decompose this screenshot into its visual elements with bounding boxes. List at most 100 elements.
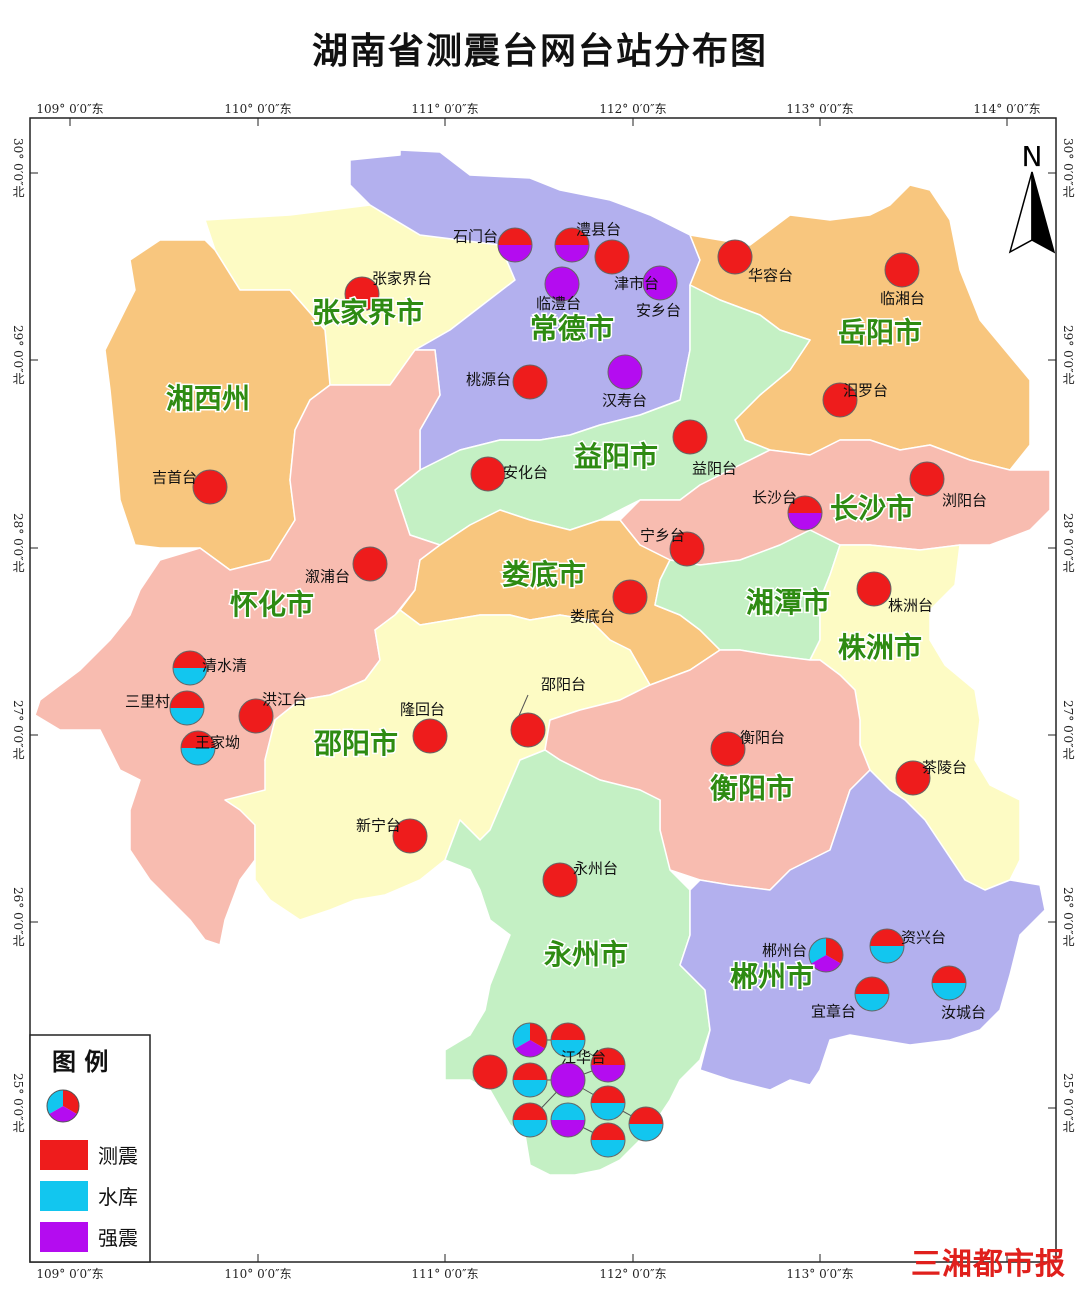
station-marker <box>669 531 705 567</box>
lat-label-29: 29° 0′0″北 <box>11 325 25 385</box>
station-marker <box>554 227 590 263</box>
station-label: 澧县台 <box>576 221 621 239</box>
lng-label-109: 109° 0′0″东 <box>36 102 104 116</box>
station-label: 宁乡台 <box>640 527 685 545</box>
north-arrow-icon: N <box>1008 140 1056 254</box>
region-label: 湘西州 <box>166 382 250 415</box>
lat-label-26-right: 26° 0′0″北 <box>1061 887 1075 947</box>
station-label: 汝城台 <box>941 1004 986 1022</box>
station-marker-cluster <box>550 1062 586 1098</box>
station-label: 宜章台 <box>811 1003 856 1021</box>
station-marker <box>392 818 428 854</box>
station-label: 安化台 <box>503 464 548 482</box>
region-label: 长沙市 <box>830 492 914 525</box>
station-marker <box>931 965 967 1001</box>
legend-swatch-strong-motion <box>40 1222 88 1252</box>
station-marker <box>612 579 648 615</box>
region-yongzhou <box>444 749 711 1176</box>
lat-label-27: 27° 0′0″北 <box>11 700 25 760</box>
lat-label-27-right: 27° 0′0″北 <box>1061 700 1075 760</box>
station-marker <box>497 227 533 263</box>
legend-label-seismic: 测震 <box>98 1144 138 1168</box>
region-label: 张家界市 <box>312 296 424 329</box>
region-label: 湘潭市 <box>746 586 830 619</box>
station-marker-cluster <box>472 1054 508 1090</box>
station-marker <box>672 419 708 455</box>
region-chenzhou <box>679 769 1046 1091</box>
lat-label-28-right: 28° 0′0″北 <box>1061 513 1075 573</box>
region-label: 郴州市 <box>730 960 814 993</box>
station-label: 吉首台 <box>152 469 197 487</box>
lng-label-109-bottom: 109° 0′0″东 <box>36 1267 104 1281</box>
station-label: 浏阳台 <box>942 492 987 510</box>
station-marker <box>869 928 905 964</box>
legend-swatch-seismic <box>40 1140 88 1170</box>
station-marker <box>710 731 746 767</box>
lng-label-111: 111° 0′0″东 <box>411 102 479 116</box>
station-label: 资兴台 <box>901 929 946 947</box>
lng-label-113-bottom: 113° 0′0″东 <box>786 1267 854 1281</box>
station-marker-cluster <box>628 1106 664 1142</box>
station-label: 隆回台 <box>400 701 445 719</box>
station-marker <box>544 266 580 302</box>
legend-label-reservoir: 水库 <box>98 1185 138 1209</box>
station-marker <box>169 690 205 726</box>
legend-mixed-icon <box>46 1089 80 1123</box>
station-label: 娄底台 <box>570 608 615 626</box>
legend-title: 图 例 <box>52 1048 108 1076</box>
station-marker <box>512 364 548 400</box>
legend-label-strong-motion: 强震 <box>98 1226 138 1250</box>
station-label: 郴州台 <box>762 942 807 960</box>
station-marker-cluster <box>512 1102 548 1138</box>
lng-label-113: 113° 0′0″东 <box>786 102 854 116</box>
station-marker-cluster <box>590 1122 626 1158</box>
region-label: 株洲市 <box>838 631 922 664</box>
region-huaihua <box>34 349 441 946</box>
station-label: 清水清 <box>202 657 247 675</box>
station-marker <box>344 276 380 312</box>
station-label: 石门台 <box>453 228 498 246</box>
station-label: 三里村 <box>125 693 170 711</box>
station-marker-cluster <box>590 1085 626 1121</box>
lng-label-110-bottom: 110° 0′0″东 <box>224 1267 292 1281</box>
legend-swatch-reservoir <box>40 1181 88 1211</box>
station-marker <box>192 469 228 505</box>
station-marker <box>594 239 630 275</box>
region-label: 岳阳市 <box>838 316 922 349</box>
lat-label-30-right: 30° 0′0″北 <box>1061 138 1075 198</box>
legend: 图 例 测震 水库 强震 <box>29 1034 151 1263</box>
station-marker-cluster <box>590 1047 626 1083</box>
station-marker <box>909 461 945 497</box>
station-label: 江华台 <box>561 1049 606 1067</box>
map-frame <box>29 117 1057 1263</box>
region-label: 常德市 <box>530 312 614 345</box>
map-title: 湖南省测震台网台站分布图 <box>311 31 768 72</box>
station-label: 邵阳台 <box>541 676 586 694</box>
station-marker <box>717 239 753 275</box>
region-label: 益阳市 <box>574 440 658 473</box>
station-marker <box>510 712 546 748</box>
region-label: 怀化市 <box>230 588 314 621</box>
station-marker <box>542 862 578 898</box>
lat-label-26: 26° 0′0″北 <box>11 887 25 947</box>
station-marker <box>808 937 844 973</box>
lng-label-114: 114° 0′0″东 <box>973 102 1041 116</box>
station-marker <box>895 760 931 796</box>
lng-label-111-bottom: 111° 0′0″东 <box>411 1267 479 1281</box>
station-marker <box>856 571 892 607</box>
lat-label-25: 25° 0′0″北 <box>11 1073 25 1133</box>
station-marker <box>238 698 274 734</box>
region-label: 娄底市 <box>502 558 586 591</box>
stations-layer <box>169 227 967 1158</box>
station-label: 洪江台 <box>262 691 307 709</box>
station-marker-cluster <box>512 1062 548 1098</box>
station-marker <box>412 718 448 754</box>
region-label: 衡阳市 <box>710 772 794 805</box>
station-marker <box>642 265 678 301</box>
station-label: 王家坳 <box>195 734 240 752</box>
station-marker <box>470 456 506 492</box>
station-marker <box>607 354 643 390</box>
